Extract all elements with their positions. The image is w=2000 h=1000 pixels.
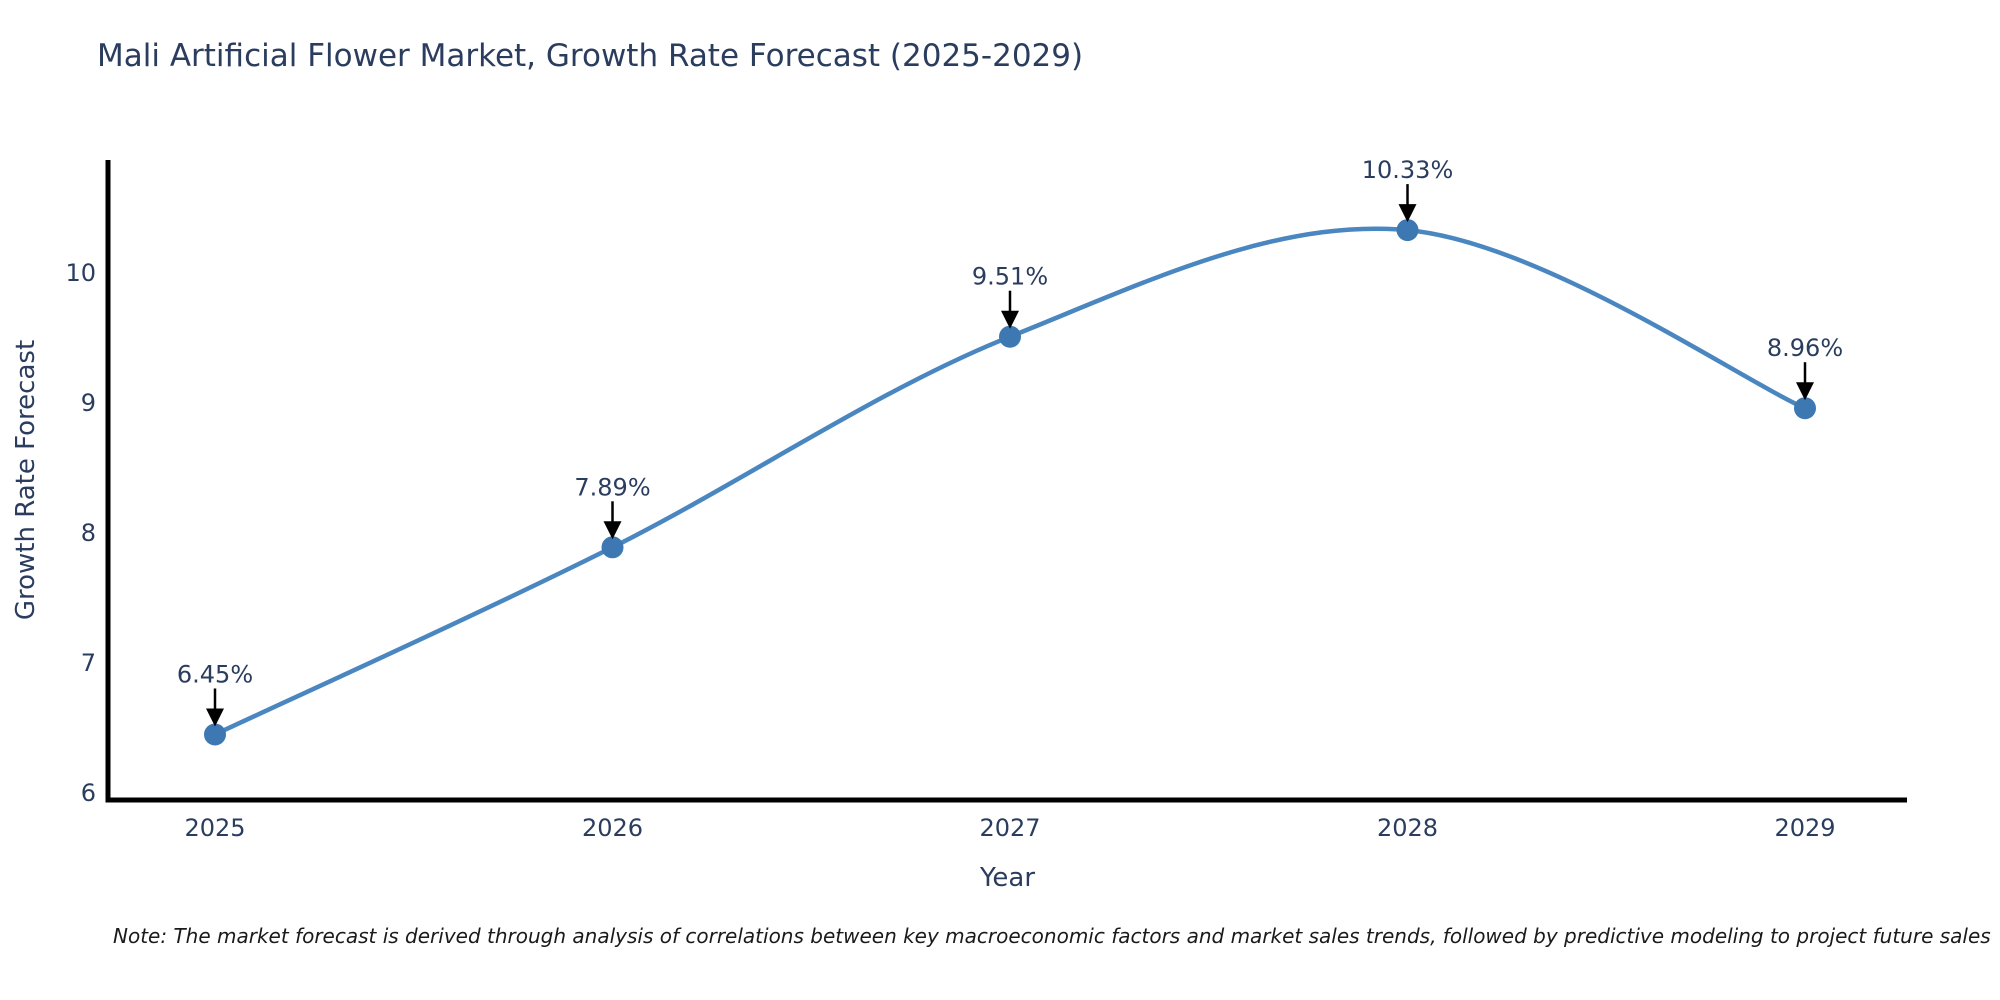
x-tick-label: 2025 xyxy=(184,814,245,842)
x-tick-label: 2026 xyxy=(582,814,643,842)
y-axis-title: Growth Rate Forecast xyxy=(11,340,41,620)
data-point-label: 6.45% xyxy=(177,661,253,689)
y-tick-label: 7 xyxy=(81,649,96,677)
data-point-marker xyxy=(204,723,226,746)
x-axis-title: Year xyxy=(979,863,1035,893)
x-tick-label: 2028 xyxy=(1377,814,1438,842)
footnote-text: Note: The market forecast is derived thr… xyxy=(113,924,1991,948)
annotation-arrow-head xyxy=(603,521,622,540)
data-point-label: 7.89% xyxy=(574,473,650,501)
data-point-marker xyxy=(1794,397,1816,420)
x-tick-label: 2029 xyxy=(1774,814,1835,842)
chart-title: Mali Artificial Flower Market, Growth Ra… xyxy=(97,38,1084,74)
data-point-marker xyxy=(1396,219,1419,242)
data-point-label: 8.96% xyxy=(1767,334,1843,362)
x-tick-label: 2027 xyxy=(979,814,1040,842)
y-tick-label: 6 xyxy=(81,779,96,807)
y-tick-label: 10 xyxy=(65,259,96,287)
y-tick-label: 9 xyxy=(81,389,96,417)
annotation-arrow-head xyxy=(1796,382,1814,401)
annotation-arrow-head xyxy=(1398,204,1417,223)
data-point-marker xyxy=(601,536,624,559)
annotation-arrow-head xyxy=(1001,310,1019,329)
data-point-label: 10.33% xyxy=(1362,156,1454,184)
data-point-label: 9.51% xyxy=(972,263,1048,291)
data-point-marker xyxy=(999,325,1021,348)
annotation-arrow-head xyxy=(206,708,224,727)
y-tick-label: 8 xyxy=(81,519,96,547)
